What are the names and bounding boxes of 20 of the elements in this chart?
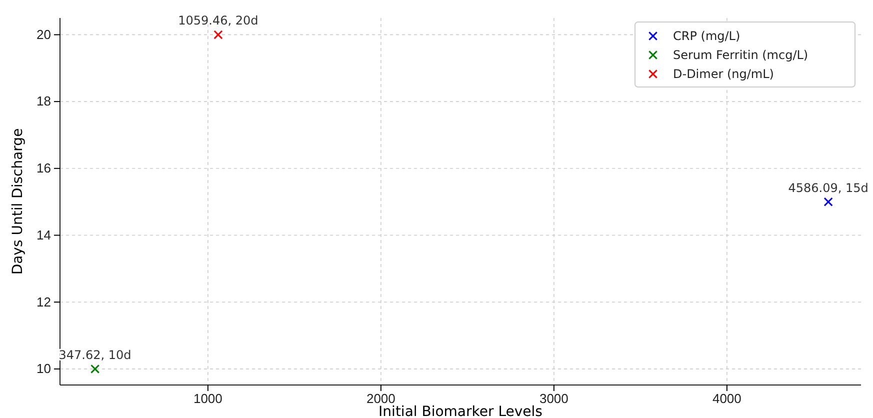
point: [824, 197, 833, 206]
y-tick-label: 20: [36, 26, 51, 42]
annotation: 4586.09, 15d: [788, 180, 868, 195]
point: [214, 30, 223, 40]
x-tick-label: 3000: [539, 391, 568, 406]
x-axis-title: Initial Biomarker Levels: [378, 404, 542, 418]
point: [90, 364, 100, 374]
y-tick-label: 16: [36, 160, 51, 176]
y-tick-label: 18: [36, 94, 51, 109]
y-tick-label: 10: [36, 361, 51, 376]
legend-label: Serum Ferritin (mcg/L): [673, 48, 808, 62]
y-tick-label: 12: [36, 294, 51, 310]
y-tick-label: 14: [36, 227, 51, 242]
x-tick-label: 4000: [712, 391, 742, 406]
annotation: 1059.46, 20d: [178, 14, 258, 28]
x-tick-label: 2000: [366, 391, 396, 406]
y-axis-title: Days Until Discharge: [10, 128, 26, 275]
legend-label: D-Dimer (ng/mL): [673, 67, 774, 81]
legend-label: CRP (mg/L): [673, 29, 740, 43]
x-tick-label: 1000: [193, 391, 222, 406]
